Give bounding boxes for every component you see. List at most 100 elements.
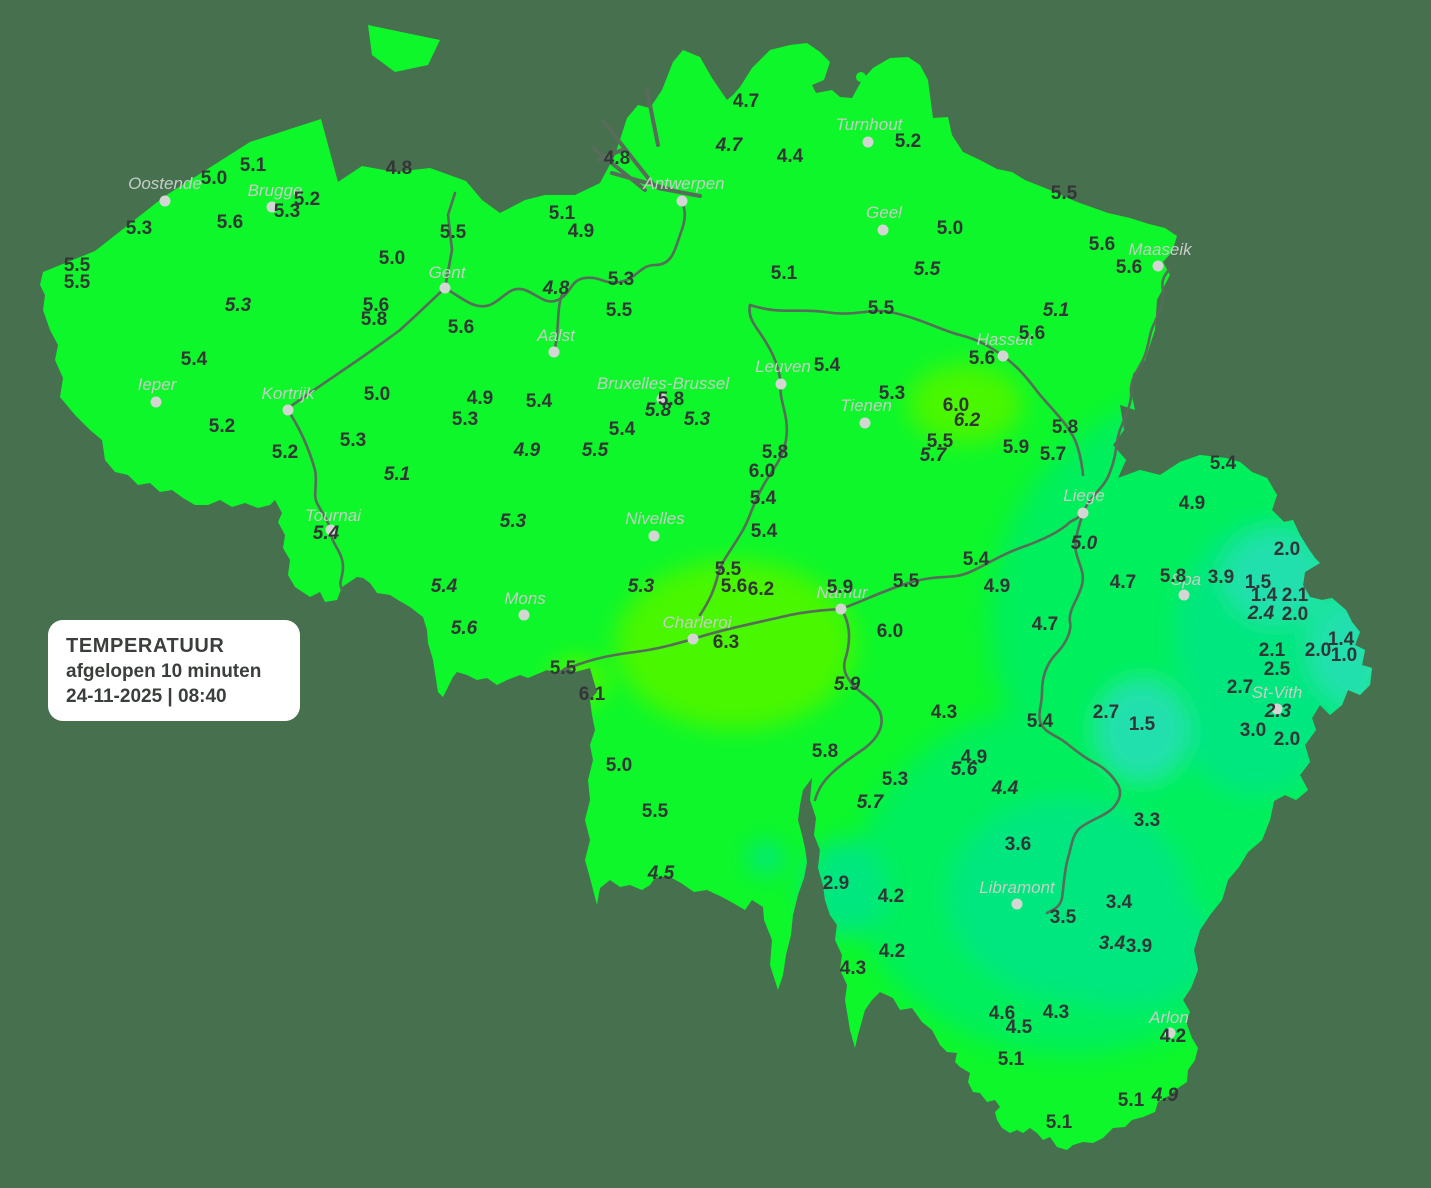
temperature-value: 6.0 [943,395,969,416]
city-dot [282,404,294,416]
temperature-value: 5.6 [951,759,978,780]
city-dot [775,378,787,390]
temperature-value: 6.1 [579,684,606,705]
temperature-value: 4.7 [1032,614,1058,635]
city-dot [656,393,668,405]
temperature-value: 5.1 [1043,300,1069,321]
temperature-value: 5.6 [448,317,474,338]
temperature-value: 5.2 [209,416,235,437]
temperature-values-layer: 5.15.05.25.35.65.35.55.55.35.45.25.24.8 4… [64,91,1357,1133]
temperature-value: 3.0 [1240,720,1266,741]
city-dot [648,530,660,542]
temperature-value: 4.7 [1110,572,1136,593]
temperature-value: 1.5 [1129,714,1156,735]
temperature-value: 1.4 [1251,585,1278,606]
temperature-value: 5.8 [1052,417,1078,438]
temperature-value: 6.2 [748,579,774,600]
city-label: Mons [504,589,546,608]
temperature-value: 5.6 [451,618,478,639]
temperature-value: 5.1 [998,1049,1025,1070]
temperature-value: 4.9 [1151,1085,1179,1106]
river-meuse-south [813,607,883,802]
temperature-value: 4.7 [715,135,744,156]
city-dot [862,136,874,148]
temperature-value: 2.0 [1282,604,1308,625]
temperature-value: 4.3 [931,702,957,723]
temperature-value: 5.9 [834,674,861,695]
temperature-value: 2.7 [1093,702,1119,723]
city-label: Kortrijk [262,384,316,403]
temperature-value: 5.3 [274,201,300,222]
temperature-value: 5.5 [868,298,895,319]
temperature-value: 5.2 [294,189,320,210]
temperature-value: 2.0 [1305,640,1331,661]
river-dijle [698,382,789,617]
temperature-value: 5.6 [721,576,747,597]
temperature-value: 5.1 [384,464,410,485]
temperature-value: 5.4 [750,488,777,509]
temperature-value: 5.4 [1027,711,1054,732]
city-dot [676,195,688,207]
temperature-value: 5.7 [857,792,885,813]
temperature-value: 1.0 [1331,645,1357,666]
temperature-value: 5.4 [431,576,458,597]
city-dot [1152,260,1164,272]
city-label: Liege [1063,486,1105,505]
temperature-value: 4.3 [840,958,866,979]
city-label: Namur [816,583,868,602]
temperature-value: 4.4 [991,778,1019,799]
temperature-value: 3.9 [1126,936,1152,957]
temperature-value: 5.5 [550,658,577,679]
temperature-value: 4.9 [1179,493,1205,514]
city-label: Oostende [128,174,202,193]
temperature-value: 5.5 [715,559,742,580]
city-label: Tienen [840,396,892,415]
city-dot [266,201,278,213]
temperature-value: 5.5 [440,222,467,243]
city-label: St-Vith [1252,683,1303,702]
temperature-value: 5.9 [827,577,853,598]
temperature-value: 5.0 [201,168,227,189]
temperature-value: 5.1 [1046,1112,1073,1133]
temperature-value: 4.9 [467,388,493,409]
city-dot [835,603,847,615]
river-ourthe [1038,511,1122,915]
temperature-value: 2.1 [1259,640,1286,661]
city-label: Bruxelles-Brussel [597,374,730,393]
temperature-value: 5.6 [1019,323,1045,344]
river-leie [285,286,447,411]
temperature-value: 5.2 [895,131,921,152]
temperature-value: 5.8 [812,741,838,762]
city-dot [997,350,1009,362]
temperature-value: 5.8 [658,389,684,410]
temperature-value: 5.1 [771,263,798,284]
temperature-value: 5.3 [608,269,634,290]
temperature-value: 5.4 [1210,453,1237,474]
temperature-value: 4.2 [1160,1026,1186,1047]
temperature-value: 4.6 [989,1003,1015,1024]
band-warm-6deg [548,364,1023,730]
albert-canal [748,303,1085,477]
temperature-value: 4.9 [984,576,1010,597]
city-dot [1011,898,1023,910]
temperature-value: 4.3 [1043,1002,1069,1023]
temperature-value: 4.2 [878,886,904,907]
temperature-value: 5.5 [64,272,91,293]
temperature-value: 5.6 [1116,257,1142,278]
temperature-value: 5.0 [364,384,390,405]
temperature-value: 5.5 [927,431,954,452]
legend-title: TEMPERATUUR [66,635,225,657]
temperature-value: 3.9 [1208,567,1234,588]
temperature-value: 5.3 [882,769,908,790]
river-meuse-mid [839,511,1085,611]
river-dender [552,293,564,354]
temperature-value: 5.1 [240,155,267,176]
city-label: Hasselt [977,330,1035,349]
temperature-value: 5.5 [582,440,609,461]
city-dot [325,524,337,536]
river-schelde [443,199,687,308]
temperature-value: 4.9 [513,440,541,461]
city-label: Maaseik [1128,240,1193,259]
temperature-value: 4.8 [604,148,630,169]
